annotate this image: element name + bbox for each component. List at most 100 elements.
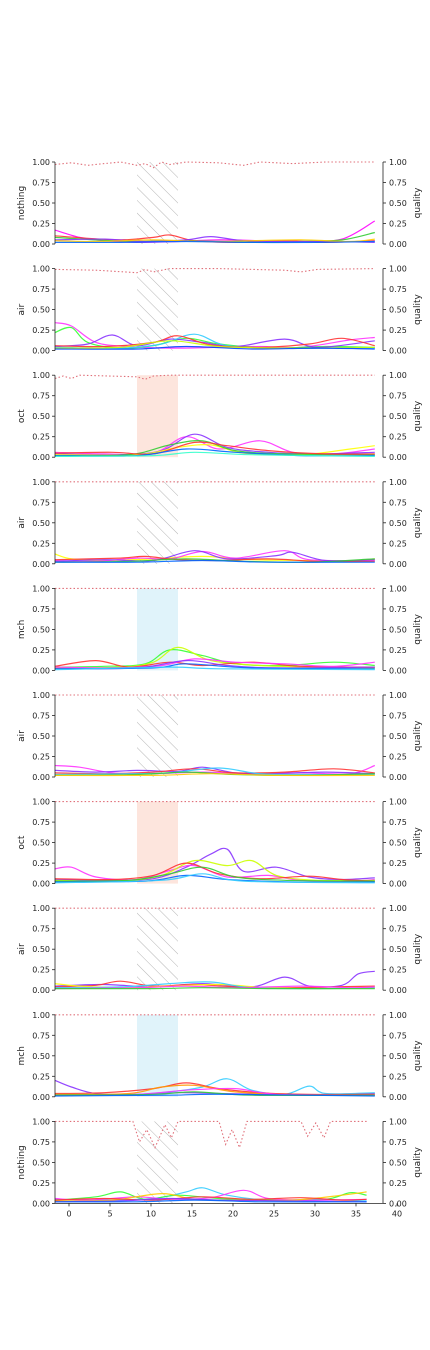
panel-ylabel: air xyxy=(17,943,27,955)
quality-ylabel: quality xyxy=(413,1040,423,1071)
series-line xyxy=(54,1093,375,1097)
right-y-tick-label: 0.25 xyxy=(389,326,407,335)
series-line xyxy=(54,1199,367,1203)
panel-ylabel: air xyxy=(17,517,27,529)
panel-6: 0.00 0.00 0.25 0.25 0.50 0.50 0.75 0.75 1.00 1.00… xyxy=(17,691,423,782)
left-y-tick-label: 0.00 xyxy=(32,347,50,356)
right-y-tick-label: 0.25 xyxy=(389,539,407,548)
quality-line xyxy=(54,161,375,169)
right-y-tick-label: 0.00 xyxy=(389,560,407,569)
right-y-tick-label: 0.25 xyxy=(389,1179,407,1188)
series-line xyxy=(54,322,375,349)
quality-ylabel: quality xyxy=(413,507,423,538)
left-y-tick-label: 0.50 xyxy=(32,412,50,421)
right-y-tick-label: 0.50 xyxy=(389,199,407,208)
left-y-tick-label: 0.75 xyxy=(32,498,50,507)
left-y-tick-label: 0.00 xyxy=(32,453,50,462)
hatched-band xyxy=(137,1121,178,1204)
right-y-tick-label: 0.50 xyxy=(389,519,407,528)
panels-group: 0.00 0.00 0.25 0.25 0.50 0.50 0.75 0.75 1.00 1.00… xyxy=(17,158,423,1218)
right-y-tick-label: 1.00 xyxy=(389,265,407,274)
series-line xyxy=(54,873,375,884)
series-line xyxy=(54,767,375,776)
left-y-tick-label: 0.25 xyxy=(32,433,50,442)
series-line xyxy=(54,766,375,775)
quality-ylabel: quality xyxy=(413,1146,423,1177)
quality-line xyxy=(54,268,375,274)
panel-ylabel: oct xyxy=(17,835,27,849)
right-y-tick-label: 0.75 xyxy=(389,498,407,507)
series-line xyxy=(54,345,375,350)
right-y-tick-label: 0.25 xyxy=(389,859,407,868)
right-y-tick-label: 0.75 xyxy=(389,712,407,721)
panel-1: 0.00 0.00 0.25 0.25 0.50 0.50 0.75 0.75 1.00 1.00… xyxy=(17,158,423,249)
left-y-tick-label: 0.75 xyxy=(32,712,50,721)
series-line xyxy=(54,764,376,775)
left-y-tick-label: 0.75 xyxy=(32,285,50,294)
right-y-tick-label: 0.75 xyxy=(389,925,407,934)
quality-ylabel: quality xyxy=(413,400,423,431)
left-y-tick-label: 0.25 xyxy=(32,859,50,868)
hatched-band xyxy=(137,908,178,991)
left-y-tick-label: 0.00 xyxy=(32,560,50,569)
right-y-tick-label: 0.75 xyxy=(389,1138,407,1147)
left-y-tick-label: 0.50 xyxy=(32,839,50,848)
left-y-tick-label: 1.00 xyxy=(32,265,50,274)
panel-ylabel: mch xyxy=(17,1046,27,1065)
right-y-tick-label: 0.50 xyxy=(389,412,407,421)
left-y-tick-label: 0.75 xyxy=(32,1031,50,1040)
left-y-tick-label: 1.00 xyxy=(32,478,50,487)
series-line xyxy=(54,649,375,668)
x-tick-label: 40 xyxy=(392,1209,402,1218)
right-y-tick-label: 0.00 xyxy=(389,453,407,462)
left-y-tick-label: 0.25 xyxy=(32,646,50,655)
series-line xyxy=(54,866,375,882)
left-y-tick-label: 1.00 xyxy=(32,691,50,700)
right-y-tick-label: 1.00 xyxy=(389,691,407,700)
left-y-tick-label: 0.50 xyxy=(32,1052,50,1061)
panel-ylabel: air xyxy=(17,730,27,742)
right-y-tick-label: 0.50 xyxy=(389,1158,407,1167)
panel-ylabel: air xyxy=(17,303,27,315)
left-y-tick-label: 0.00 xyxy=(32,1199,50,1208)
right-y-tick-label: 0.50 xyxy=(389,625,407,634)
quality-ylabel: quality xyxy=(413,720,423,751)
left-y-tick-label: 1.00 xyxy=(32,904,50,913)
x-tick-label: 30 xyxy=(310,1209,320,1218)
right-y-tick-label: 0.25 xyxy=(389,433,407,442)
right-y-tick-label: 0.50 xyxy=(389,1052,407,1061)
series-line xyxy=(54,862,375,882)
quality-line xyxy=(55,1120,367,1150)
left-y-tick-label: 0.00 xyxy=(32,240,50,249)
right-y-tick-label: 0.00 xyxy=(389,773,407,782)
right-y-tick-label: 0.00 xyxy=(389,1093,407,1102)
left-y-tick-label: 0.00 xyxy=(32,773,50,782)
left-y-tick-label: 0.75 xyxy=(32,925,50,934)
left-y-tick-label: 1.00 xyxy=(32,1117,50,1126)
right-y-tick-label: 0.50 xyxy=(389,306,407,315)
left-y-tick-label: 0.50 xyxy=(32,306,50,315)
panel-3: 0.00 0.00 0.25 0.25 0.50 0.50 0.75 0.75 1.00 1.00… xyxy=(17,371,423,462)
series-line xyxy=(54,550,375,562)
x-tick-label: 35 xyxy=(351,1209,361,1218)
series-line xyxy=(54,334,375,348)
left-y-tick-label: 0.75 xyxy=(32,605,50,614)
left-y-tick-label: 0.50 xyxy=(32,625,50,634)
right-y-tick-label: 0.25 xyxy=(389,646,407,655)
left-y-tick-label: 0.50 xyxy=(32,945,50,954)
panel-2: 0.00 0.00 0.25 0.25 0.50 0.50 0.75 0.75 1.00 1.00… xyxy=(17,265,423,356)
right-y-tick-label: 1.00 xyxy=(389,371,407,380)
series-line xyxy=(54,240,375,244)
right-y-tick-label: 0.75 xyxy=(389,392,407,401)
right-y-tick-label: 1.00 xyxy=(389,1011,407,1020)
series-line xyxy=(54,1197,367,1203)
right-y-tick-label: 0.00 xyxy=(389,880,407,889)
panel-4: 0.00 0.00 0.25 0.25 0.50 0.50 0.75 0.75 1.00 1.00… xyxy=(17,478,423,569)
left-y-tick-label: 1.00 xyxy=(32,371,50,380)
right-y-tick-label: 1.00 xyxy=(389,798,407,807)
hatched-band xyxy=(137,162,178,244)
quality-ylabel: quality xyxy=(413,187,423,218)
panel-ylabel: nothing xyxy=(17,1145,27,1179)
right-y-tick-label: 0.25 xyxy=(389,753,407,762)
right-y-tick-label: 1.00 xyxy=(389,478,407,487)
